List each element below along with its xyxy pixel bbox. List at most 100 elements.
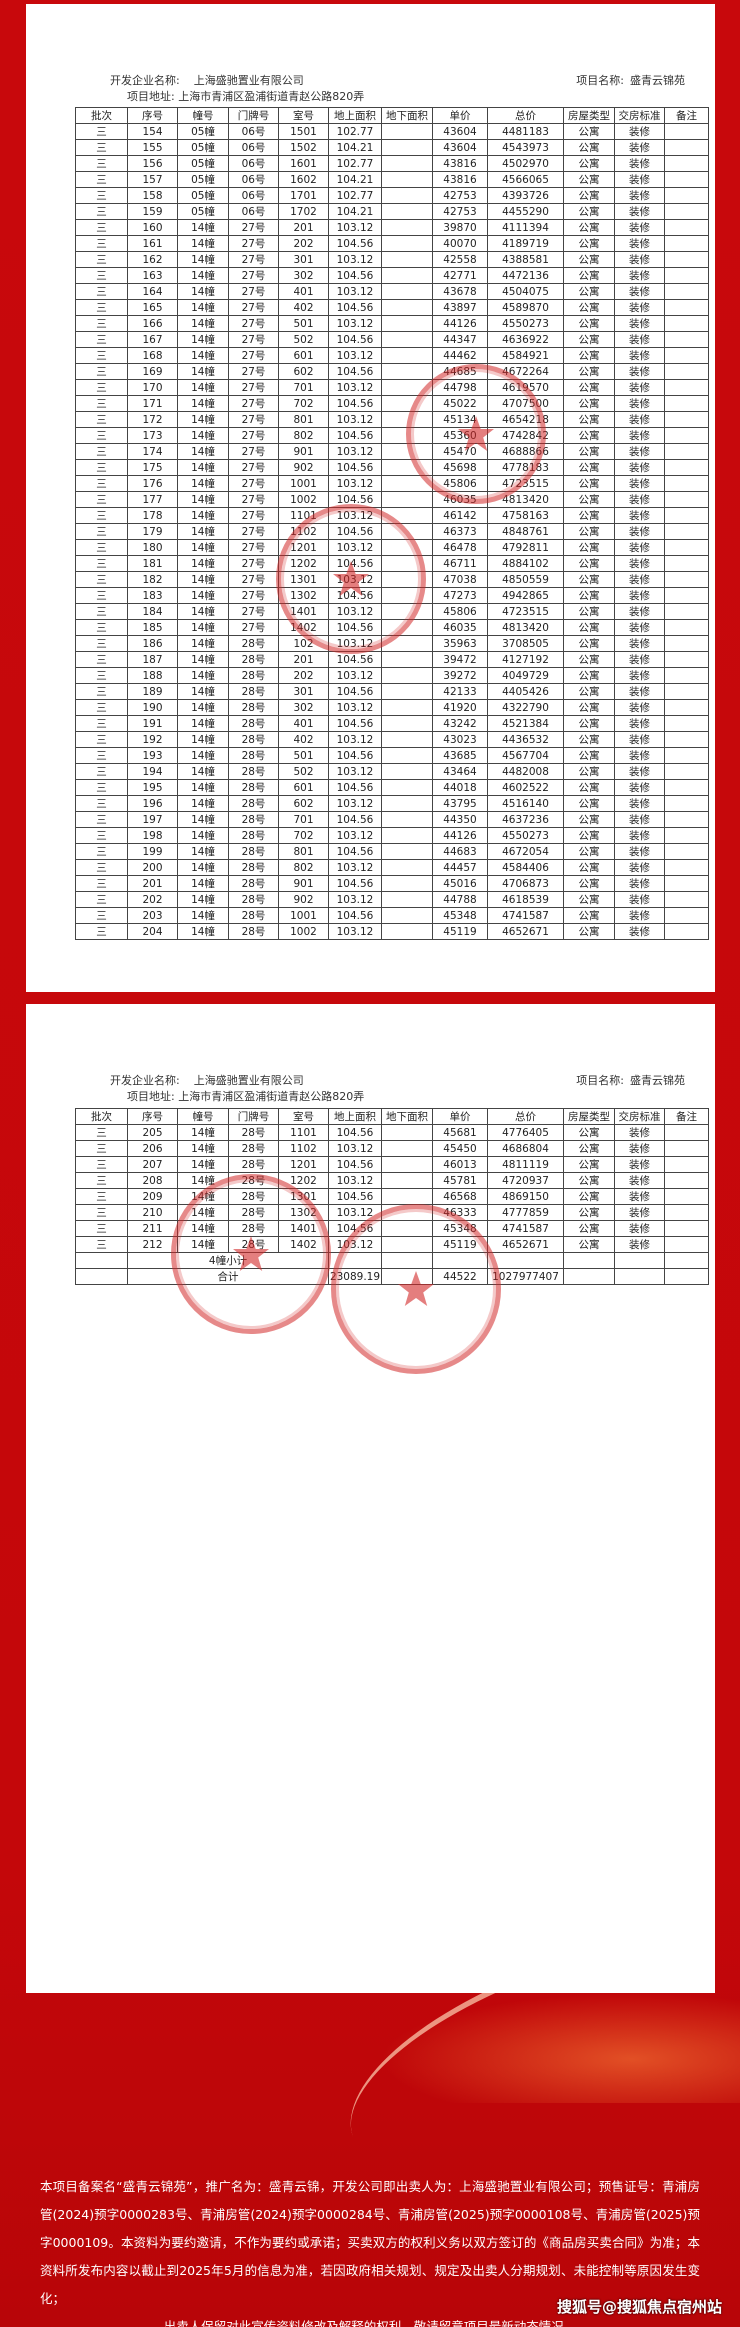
table-cell: 05幢: [177, 171, 229, 188]
table-cell: 公寓: [563, 907, 615, 924]
table-cell: 装修: [614, 1172, 665, 1189]
table-cell: 公寓: [563, 1124, 615, 1141]
table-cell: 4778183: [487, 459, 564, 476]
table-cell: 103.12: [328, 379, 382, 396]
table-cell: 104.56: [328, 331, 382, 348]
table-cell: 192: [127, 731, 178, 748]
table-cell: 501: [278, 747, 329, 764]
table-cell: 27号: [228, 267, 279, 284]
table-cell: [614, 1252, 665, 1269]
table-cell: 三: [75, 891, 128, 908]
table-cell: 装修: [614, 395, 665, 412]
project-line: 项目名称: 盛青云锦苑: [576, 74, 685, 87]
table-cell: 27号: [228, 251, 279, 268]
table-cell: [381, 187, 433, 204]
table-cell: 802: [278, 859, 329, 876]
table-cell: 104.56: [328, 363, 382, 380]
table-header-row: 批次 序号 幢号 门牌号 室号 地上面积 地下面积 单价 总价 房屋类型 交房标准 备注: [75, 107, 709, 124]
table-cell: 公寓: [563, 187, 615, 204]
table-cell: 28号: [228, 1236, 279, 1253]
table-cell: 公寓: [563, 123, 615, 140]
table-cell: 装修: [614, 715, 665, 732]
table-cell: [664, 747, 709, 764]
table-cell: 三: [75, 219, 128, 236]
table-cell: 14幢: [177, 347, 229, 364]
table-cell: 104.56: [328, 587, 382, 604]
table-cell: 4637236: [487, 811, 564, 828]
table-cell: 169: [127, 363, 178, 380]
table-cell: 702: [278, 395, 329, 412]
table-cell: [664, 907, 709, 924]
table-cell: 44685: [432, 363, 488, 380]
table-cell: 装修: [614, 1156, 665, 1173]
table-cell: 公寓: [563, 235, 615, 252]
table-cell: 1702: [278, 203, 329, 220]
table-cell: 公寓: [563, 283, 615, 300]
table-cell: 14幢: [177, 859, 229, 876]
table-cell: 4776405: [487, 1124, 564, 1141]
table-cell: 4543973: [487, 139, 564, 156]
table-row: 三 158 05幢 06号 1701 102.77 42753 4393726 公寓 装修: [75, 187, 709, 204]
table-cell: 三: [75, 203, 128, 220]
table-cell: 1102: [278, 523, 329, 540]
table-cell: 1401: [278, 1220, 329, 1237]
table-cell: 4652671: [487, 923, 564, 940]
table-cell: 211: [127, 1220, 178, 1237]
table-cell: [381, 363, 433, 380]
table-cell: 14幢: [177, 843, 229, 860]
table-cell: 1101: [278, 507, 329, 524]
table-cell: 装修: [614, 315, 665, 332]
table-cell: 装修: [614, 443, 665, 460]
table-cell: 193: [127, 747, 178, 764]
table-cell: 103.12: [328, 731, 382, 748]
table-cell: 27号: [228, 459, 279, 476]
table-cell: 43795: [432, 795, 488, 812]
table-cell: [664, 667, 709, 684]
table-cell: [664, 443, 709, 460]
table-cell: 103.12: [328, 347, 382, 364]
table-cell: [381, 635, 433, 652]
table-cell: 104.56: [328, 1188, 382, 1205]
table-cell: 802: [278, 427, 329, 444]
table-cell: [381, 699, 433, 716]
table-row: 三 165 14幢 27号 402 104.56 43897 4589870 公寓 装修: [75, 299, 709, 316]
table-cell: 27号: [228, 235, 279, 252]
table-cell: 103.12: [328, 1204, 382, 1221]
table-cell: 三: [75, 139, 128, 156]
table-row: 三 188 14幢 28号 202 103.12 39272 4049729 公寓 装修: [75, 667, 709, 684]
table-cell: 43685: [432, 747, 488, 764]
table-cell: 104.56: [328, 395, 382, 412]
table-cell: 14幢: [177, 443, 229, 460]
column-header: 幢号: [177, 1108, 229, 1125]
table-cell: 装修: [614, 683, 665, 700]
table-cell: 4589870: [487, 299, 564, 316]
table-cell: 42753: [432, 187, 488, 204]
table-row: 三 191 14幢 28号 401 104.56 43242 4521384 公寓 装修: [75, 715, 709, 732]
table-row: 三 155 05幢 06号 1502 104.21 43604 4543973 公寓 装修: [75, 139, 709, 156]
table-cell: [381, 715, 433, 732]
table-row: 三 183 14幢 27号 1302 104.56 47273 4942865 公寓 装修: [75, 587, 709, 604]
table-cell: 三: [75, 635, 128, 652]
table-cell: 187: [127, 651, 178, 668]
table-cell: 4652671: [487, 1236, 564, 1253]
table-row: 三 202 14幢 28号 902 103.12 44788 4618539 公寓 装修: [75, 891, 709, 908]
table-cell: 45119: [432, 923, 488, 940]
table-cell: 45781: [432, 1172, 488, 1189]
table-cell: 4504075: [487, 283, 564, 300]
developer-label: 开发企业名称:: [110, 1074, 180, 1087]
table-cell: [381, 1220, 433, 1237]
table-cell: 公寓: [563, 923, 615, 940]
table-cell: 104.56: [328, 811, 382, 828]
disclaimer-last-line: 出卖人保留对此宣传资料修改及解释的权利，敬请留意项目最新动态情况。: [163, 2319, 577, 2327]
table-cell: 三: [75, 603, 128, 620]
table-cell: 302: [278, 267, 329, 284]
table-cell: 4720937: [487, 1172, 564, 1189]
table-cell: [381, 683, 433, 700]
table-cell: 公寓: [563, 1236, 615, 1253]
table-cell: [381, 283, 433, 300]
table-cell: 公寓: [563, 747, 615, 764]
table-cell: 14幢: [177, 779, 229, 796]
table-cell: 43816: [432, 171, 488, 188]
table-cell: 公寓: [563, 1156, 615, 1173]
table-cell: 27号: [228, 283, 279, 300]
